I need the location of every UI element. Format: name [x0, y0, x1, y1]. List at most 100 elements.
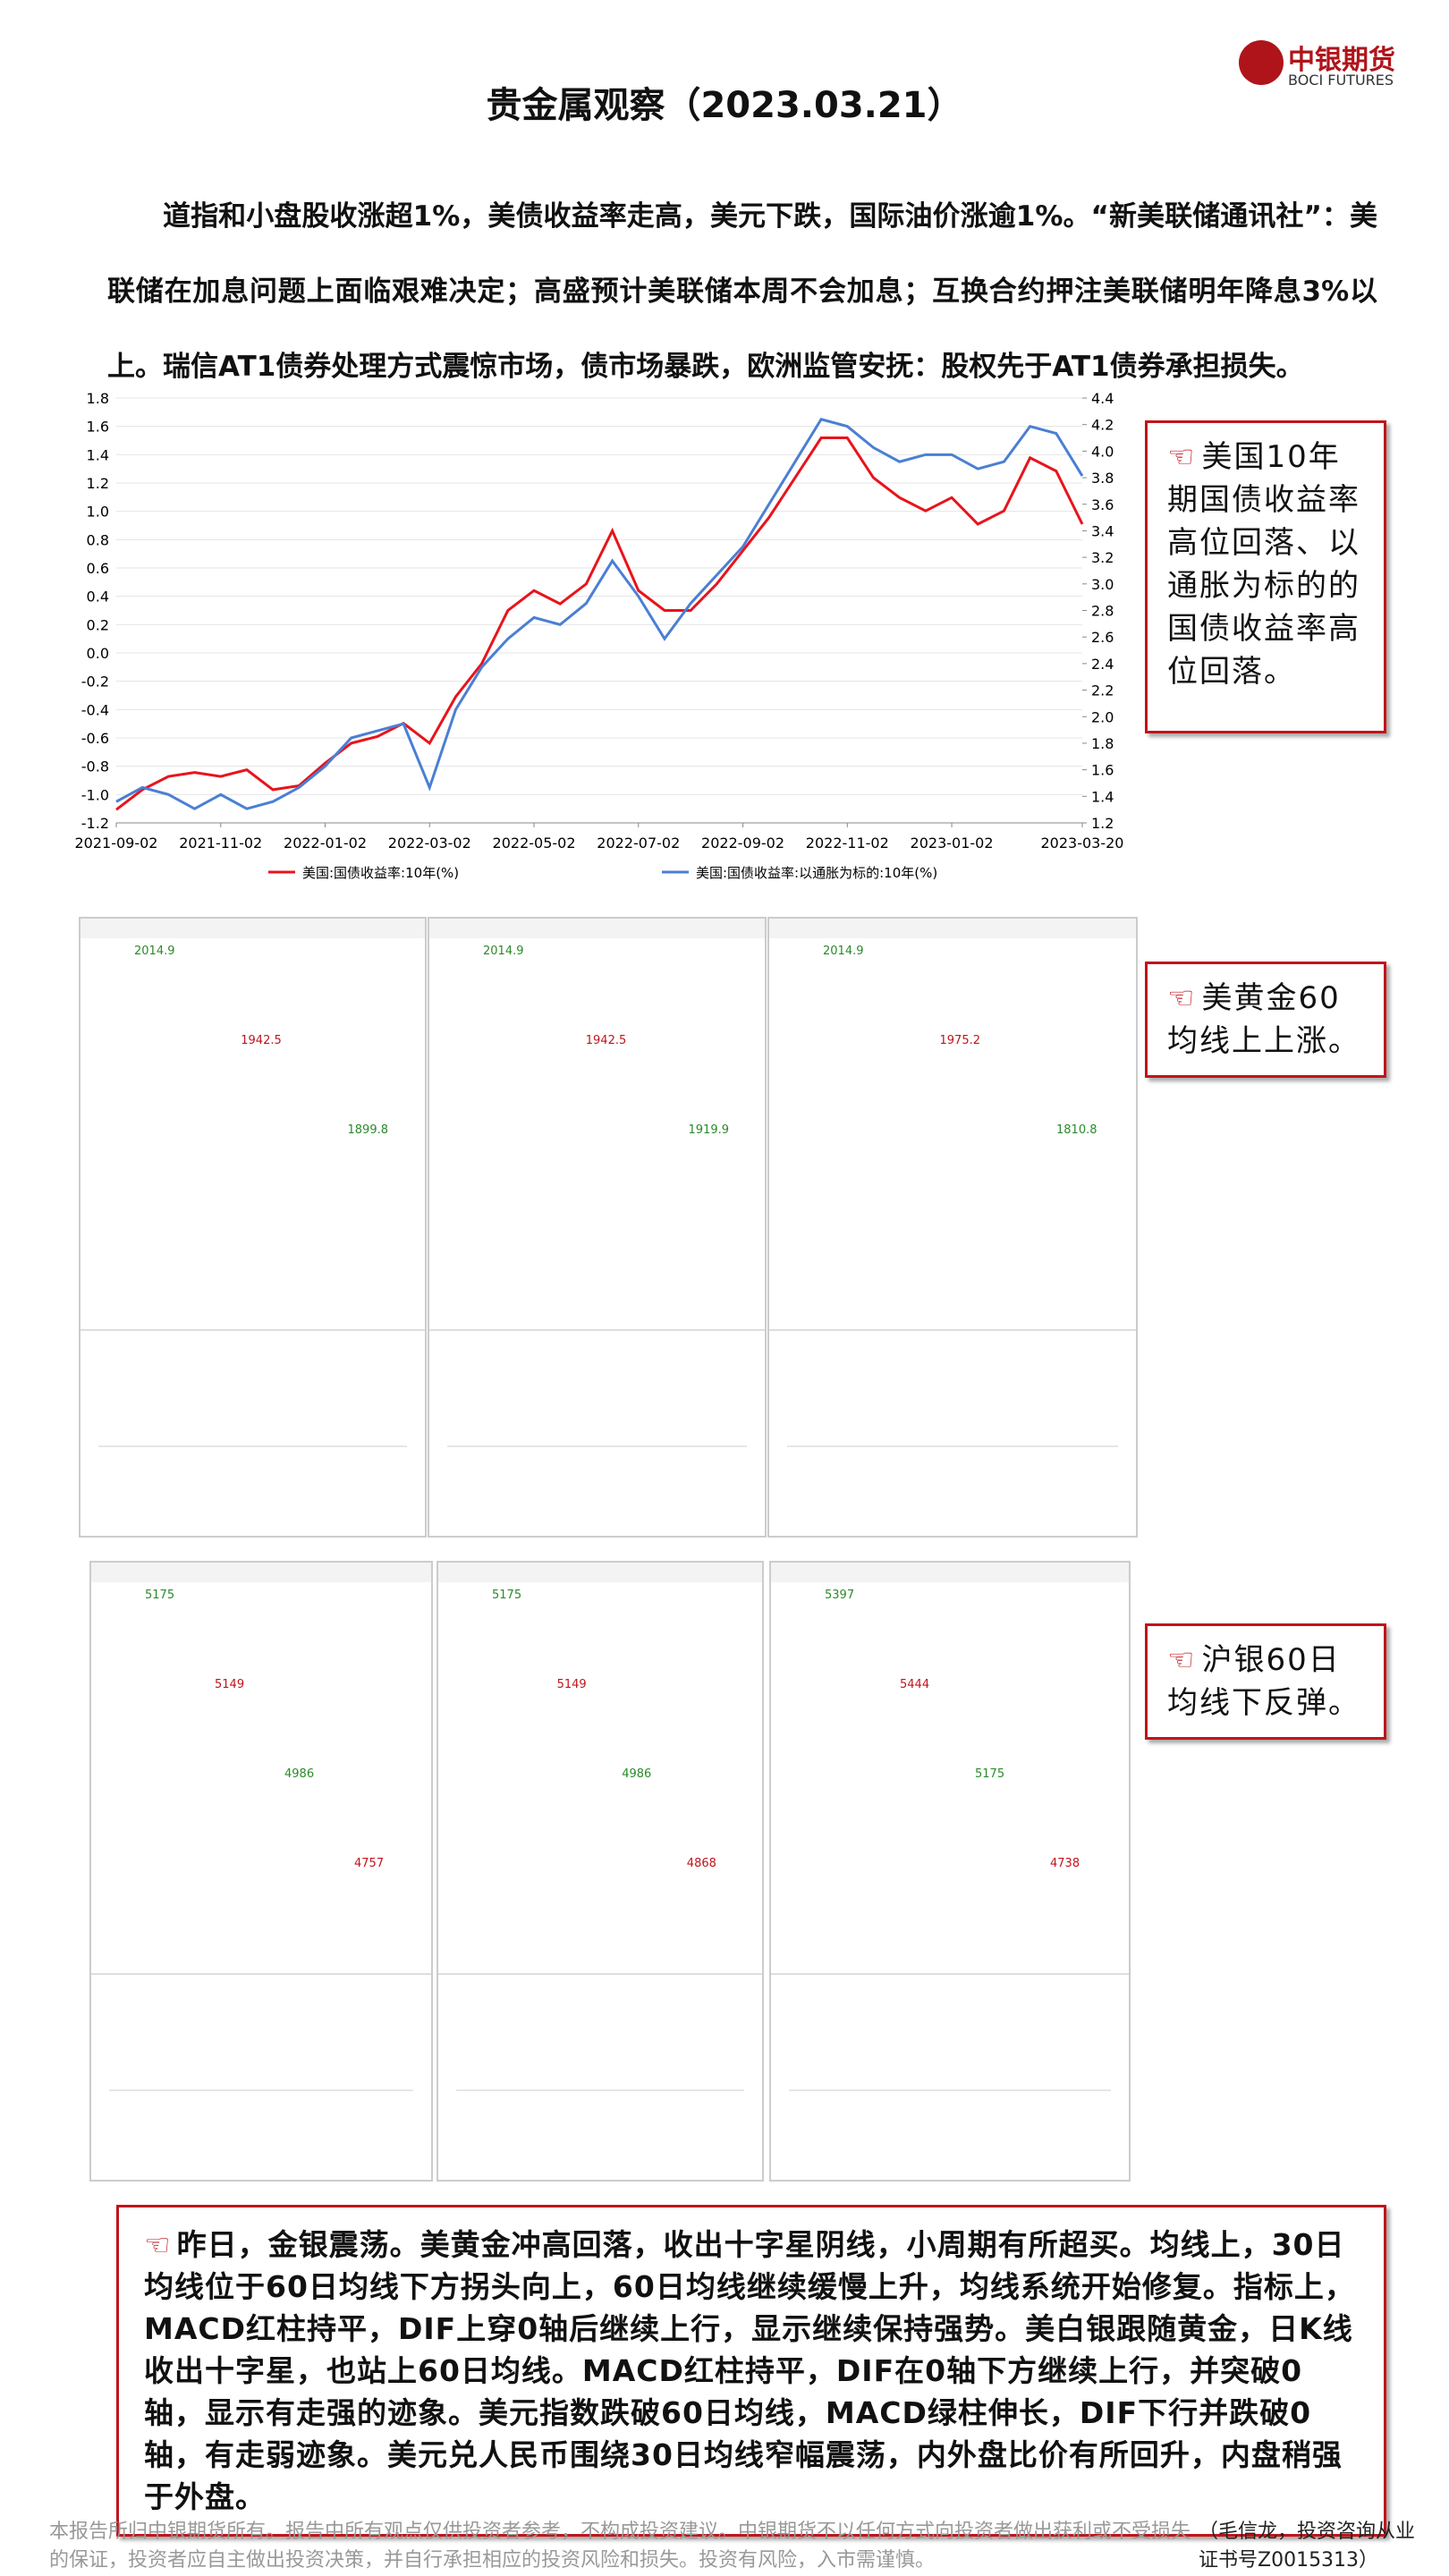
legend-label: 美国:国债收益率:10年(%)	[302, 865, 459, 881]
price-label: 1899.8	[348, 1123, 389, 1137]
panel-header	[91, 1563, 431, 1582]
y2-tick-label: 3.4	[1091, 522, 1114, 539]
price-label: 5444	[900, 1678, 929, 1691]
y-tick-label: 1.8	[87, 390, 109, 407]
note-text: 沪银60日均线下反弹。	[1167, 1642, 1360, 1721]
y-tick-label: -0.6	[81, 730, 109, 747]
y-tick-label: 1.2	[87, 475, 109, 492]
y-tick-label: -0.4	[81, 701, 109, 718]
price-label: 1942.5	[586, 1034, 627, 1047]
x-tick-label: 2022-01-02	[284, 835, 367, 852]
price-label: 2014.9	[134, 945, 175, 958]
x-tick-label: 2022-05-02	[493, 835, 576, 852]
intro-text: 道指和小盘股收涨超1%，美债收益率走高，美元下跌，国际油价涨逾1%。“新美联储通…	[107, 200, 1377, 383]
y-tick-label: 1.6	[87, 419, 109, 436]
y2-tick-label: 3.0	[1091, 576, 1114, 593]
price-label: 5175	[145, 1589, 174, 1602]
price-label: 4986	[284, 1767, 314, 1781]
panel-header	[429, 919, 765, 938]
price-label: 5397	[825, 1589, 854, 1602]
note-text: 美黄金60均线上上涨。	[1167, 980, 1360, 1059]
y2-tick-label: 4.0	[1091, 443, 1114, 460]
line-chart: -1.2 -1.0 -0.8 -0.6 -0.4 -0.2 0.0 0.2 0.4 0.6 0.8 1…	[75, 390, 1124, 881]
data-line	[115, 418, 1084, 810]
kline-panel: 5175 5149 4986 4868	[436, 1561, 764, 2182]
x-tick-label: 2022-11-02	[806, 835, 889, 852]
x-tick-label: 2022-07-02	[597, 835, 680, 852]
y2-tick-label: 3.2	[1091, 549, 1114, 566]
hand-icon: ☜	[1167, 439, 1197, 475]
price-label: 1975.2	[940, 1034, 981, 1047]
panel-header	[771, 1563, 1129, 1582]
price-label: 5149	[557, 1678, 587, 1691]
price-label: 5175	[492, 1589, 521, 1602]
hand-icon: ☜	[144, 2227, 172, 2262]
y-tick-label: 0.4	[87, 589, 109, 606]
kline-panel: 2014.9 1975.2 1810.8	[767, 917, 1138, 1538]
y2-tick-label: 1.8	[1091, 735, 1114, 752]
y-tick-label: 0.8	[87, 531, 109, 548]
panel-header	[769, 919, 1136, 938]
y-tick-label: 1.0	[87, 504, 109, 521]
price-label: 2014.9	[823, 945, 864, 958]
y-tick-label: -1.0	[81, 786, 109, 803]
y2-tick-label: 4.4	[1091, 390, 1114, 407]
y-tick-label: -0.8	[81, 758, 109, 775]
y-tick-label: -1.2	[81, 815, 109, 832]
price-label: 4738	[1050, 1857, 1080, 1870]
logo-subtext: BOCI FUTURES	[1288, 72, 1394, 89]
y2-tick-label: 4.2	[1091, 417, 1114, 434]
x-tick-label: 2022-03-02	[388, 835, 471, 852]
price-label: 4868	[687, 1857, 716, 1870]
price-label: 5175	[975, 1767, 1004, 1781]
price-label: 2014.9	[483, 945, 524, 958]
y2-tick-label: 1.6	[1091, 762, 1114, 779]
hand-icon: ☜	[1167, 1642, 1197, 1678]
x-tick-label: 2021-09-02	[75, 835, 158, 852]
kline-panel: 2014.9 1942.5 1899.8	[79, 917, 427, 1538]
panel-header	[80, 919, 425, 938]
price-label: 4757	[354, 1857, 384, 1870]
price-label: 4986	[622, 1767, 651, 1781]
price-label: 5149	[215, 1678, 244, 1691]
kline-panel: 5175 5149 4986 4757	[89, 1561, 433, 2182]
panel-header	[438, 1563, 762, 1582]
price-label: 1919.9	[689, 1123, 730, 1137]
summary-box: ☜ 昨日，金银震荡。美黄金冲高回落，收出十字星阴线，小周期有所超买。均线上，30日…	[116, 2205, 1386, 2537]
x-tick-label: 2021-11-02	[179, 835, 262, 852]
y2-tick-label: 3.6	[1091, 496, 1114, 513]
x-tick-label: 2022-09-02	[701, 835, 784, 852]
kline-panel: 2014.9 1942.5 1919.9	[428, 917, 767, 1538]
y2-tick-label: 1.2	[1091, 815, 1114, 832]
y2-tick-label: 1.4	[1091, 788, 1114, 805]
kline-panel: 5397 5444 5175 4738	[769, 1561, 1131, 2182]
data-line	[115, 436, 1084, 811]
y2-tick-label: 2.6	[1091, 629, 1114, 646]
y2-tick-label: 2.2	[1091, 682, 1114, 699]
x-tick-label: 2023-01-02	[911, 835, 994, 852]
author: （毛信龙，投资咨询从业证书号Z0015313）	[1199, 2521, 1416, 2572]
price-label: 1810.8	[1056, 1123, 1097, 1137]
logo-icon	[1239, 40, 1284, 85]
note-box: ☜ 美国10年期国债收益率高位回落、以通胀为标的的国债收益率高位回落。	[1145, 420, 1386, 733]
y-tick-label: 0.6	[87, 560, 109, 577]
hand-icon: ☜	[1167, 980, 1197, 1016]
page-title: 贵金属观察（2023.03.21）	[486, 85, 963, 126]
y2-tick-label: 2.0	[1091, 708, 1114, 725]
logo-text: 中银期货	[1288, 45, 1395, 76]
disclaimer: 本报告所归中银期货所有。报告中所有观点仅供投资者参考，不构成投资建议。中银期货不…	[49, 2521, 1191, 2572]
x-tick-label: 2023-03-20	[1041, 835, 1124, 852]
y-tick-label: -0.2	[81, 674, 109, 691]
y-tick-label: 0.2	[87, 616, 109, 633]
note-box: ☜ 美黄金60均线上上涨。	[1145, 962, 1386, 1078]
summary-text: 昨日，金银震荡。美黄金冲高回落，收出十字星阴线，小周期有所超买。均线上，30日均…	[144, 2227, 1355, 2514]
y2-tick-label: 3.8	[1091, 470, 1114, 487]
y-tick-label: 0.0	[87, 645, 109, 662]
note-text: 美国10年期国债收益率高位回落、以通胀为标的的国债收益率高位回落。	[1167, 439, 1360, 690]
y2-tick-label: 2.4	[1091, 656, 1114, 673]
note-box: ☜ 沪银60日均线下反弹。	[1145, 1623, 1386, 1740]
y-tick-label: 1.4	[87, 446, 109, 463]
legend-label: 美国:国债收益率:以通胀为标的:10年(%)	[696, 865, 937, 881]
price-label: 1942.5	[241, 1034, 282, 1047]
